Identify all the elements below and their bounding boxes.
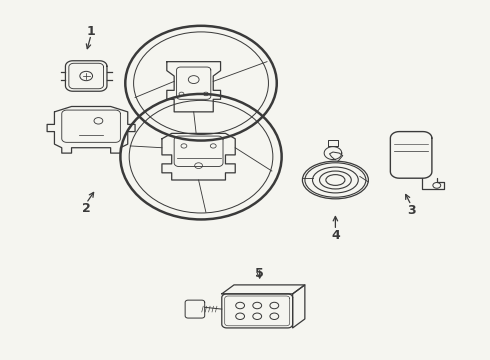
Text: 3: 3 [407,204,416,217]
Text: 2: 2 [82,202,91,215]
Text: 1: 1 [87,25,96,38]
Text: 5: 5 [255,267,264,280]
Text: 4: 4 [331,229,340,242]
